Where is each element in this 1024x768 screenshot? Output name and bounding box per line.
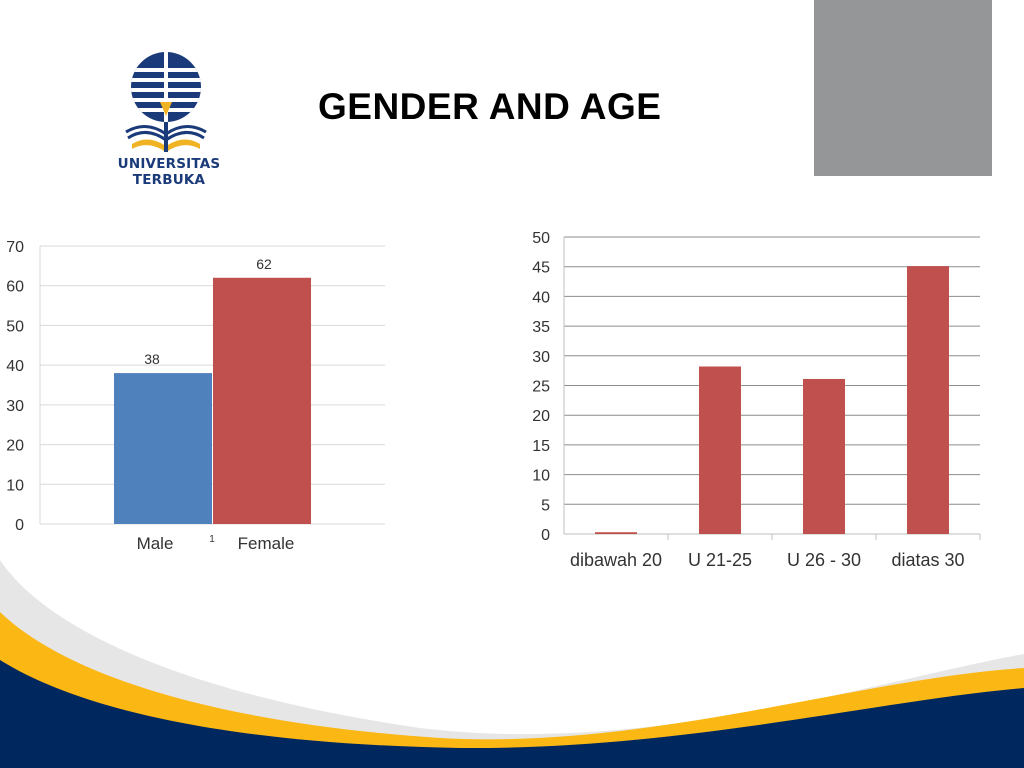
gender-bar <box>213 277 311 524</box>
gender-y-tick-label: 70 <box>6 239 24 256</box>
age-bar <box>907 266 949 534</box>
gender-y-tick-label: 40 <box>6 358 24 375</box>
gender-y-tick-label: 10 <box>6 477 24 494</box>
gender-y-tick-label: 50 <box>6 318 24 335</box>
age-bar <box>699 366 741 534</box>
university-logo: UNIVERSITAS TERBUKA <box>84 52 254 188</box>
age-y-tick-label: 35 <box>532 319 550 336</box>
age-y-tick-label: 40 <box>532 289 550 306</box>
gender-chart: 0 10 20 30 40 50 60 70 38 Male 62 Female 1 <box>6 239 385 553</box>
age-category-label: U 21-25 <box>688 550 752 570</box>
gender-stray-label: 1 <box>209 534 215 545</box>
age-category-label: diatas 30 <box>891 550 964 570</box>
gender-bar <box>114 373 212 524</box>
page-title: GENDER AND AGE <box>318 86 662 127</box>
decorative-grey-box <box>814 0 992 176</box>
gender-y-tick-label: 20 <box>6 438 24 455</box>
age-y-tick-label: 0 <box>541 527 550 544</box>
gender-category-label: Female <box>238 534 295 553</box>
gender-y-tick-label: 60 <box>6 279 24 296</box>
age-category-label: dibawah 20 <box>570 550 662 570</box>
age-y-tick-label: 10 <box>532 468 550 485</box>
logo-text: UNIVERSITAS TERBUKA <box>117 156 221 188</box>
age-y-tick-label: 50 <box>532 230 550 247</box>
age-bar <box>803 378 845 534</box>
gender-y-tick-label: 0 <box>15 517 24 534</box>
globe-book-emblem-icon <box>125 52 207 152</box>
gender-data-label: 38 <box>144 351 160 367</box>
gender-category-label: Male <box>137 534 174 553</box>
age-y-tick-label: 45 <box>532 260 550 277</box>
gender-y-tick-label: 30 <box>6 398 24 415</box>
age-y-tick-label: 15 <box>532 438 550 455</box>
age-chart: 0 5 10 15 20 25 30 35 40 45 50 dibawah 20 U 21-25 U 2… <box>532 230 981 570</box>
age-y-tick-label: 25 <box>532 379 550 396</box>
age-y-tick-label: 5 <box>541 497 550 514</box>
footer-wave-decoration <box>0 560 1024 768</box>
age-y-tick-label: 30 <box>532 349 550 366</box>
age-y-tick-label: 20 <box>532 408 550 425</box>
age-category-label: U 26 - 30 <box>787 550 861 570</box>
age-bar <box>595 532 637 534</box>
gender-data-label: 62 <box>256 256 272 272</box>
